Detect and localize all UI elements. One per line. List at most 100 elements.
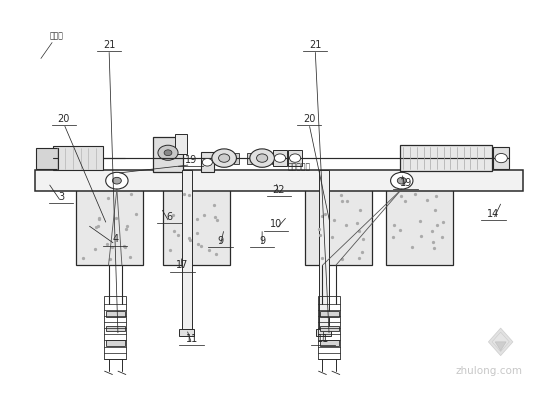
Point (199, 211, 208, 218)
Bar (76, 188, 143, 265)
Point (320, 211, 329, 218)
Point (211, 214, 220, 220)
Text: 20: 20 (303, 114, 315, 124)
Circle shape (202, 158, 212, 166)
Bar (36, 147, 58, 168)
Point (354, 254, 363, 261)
Point (212, 217, 221, 224)
Point (92, 223, 101, 230)
Bar (163, 188, 230, 265)
Point (186, 236, 195, 243)
Circle shape (391, 172, 413, 189)
Point (438, 218, 447, 225)
Bar (106, 340, 125, 346)
Point (432, 193, 441, 199)
Point (343, 198, 352, 205)
Point (429, 239, 438, 245)
Point (179, 191, 188, 198)
Point (329, 217, 338, 224)
Bar (320, 311, 339, 317)
Bar (320, 340, 339, 346)
Text: zhulong.com: zhulong.com (456, 366, 523, 376)
Point (94, 222, 102, 229)
Circle shape (250, 149, 274, 167)
Text: 19: 19 (184, 155, 197, 165)
Text: 6: 6 (166, 212, 172, 222)
Point (356, 206, 365, 213)
Point (389, 222, 398, 228)
Point (400, 198, 409, 205)
Circle shape (113, 177, 122, 184)
Point (396, 227, 405, 234)
Circle shape (256, 154, 268, 162)
Bar (318, 296, 340, 359)
Point (411, 191, 420, 197)
Bar (493, 147, 509, 169)
Text: 3: 3 (58, 192, 64, 202)
Point (342, 222, 351, 228)
Bar (288, 150, 302, 166)
Point (353, 220, 362, 227)
Bar (316, 329, 331, 336)
Point (127, 190, 136, 197)
Circle shape (164, 150, 172, 156)
Text: 工作水面程: 工作水面程 (287, 162, 310, 171)
Circle shape (274, 154, 286, 162)
Polygon shape (495, 342, 506, 351)
Point (396, 193, 405, 199)
Text: 21: 21 (309, 39, 321, 50)
Point (209, 202, 218, 209)
Text: 11: 11 (317, 333, 329, 344)
Point (416, 218, 425, 224)
Bar (320, 326, 339, 331)
Point (318, 255, 326, 262)
Text: 20: 20 (58, 114, 70, 124)
Point (427, 228, 436, 235)
Bar (319, 170, 329, 329)
Text: 11: 11 (185, 333, 198, 344)
Point (315, 232, 324, 239)
Bar (234, 152, 239, 163)
Point (358, 235, 367, 242)
Text: 22: 22 (273, 185, 285, 195)
Bar (400, 145, 492, 171)
Text: 10: 10 (270, 219, 282, 229)
Bar (247, 152, 252, 163)
Point (168, 212, 177, 218)
Point (328, 234, 337, 240)
Point (108, 244, 117, 251)
Point (90, 246, 99, 253)
Point (416, 232, 425, 239)
Point (173, 231, 182, 238)
Bar (153, 137, 183, 172)
Point (184, 192, 193, 198)
Bar (179, 329, 194, 336)
Text: 9: 9 (217, 236, 223, 246)
Circle shape (158, 145, 178, 160)
Text: 21: 21 (103, 39, 115, 50)
Point (112, 215, 121, 222)
Point (121, 226, 130, 232)
Point (185, 235, 194, 242)
Circle shape (106, 172, 128, 189)
Text: 17: 17 (176, 260, 188, 270)
Bar (181, 170, 192, 329)
Bar (305, 188, 372, 265)
Point (205, 247, 214, 253)
Point (123, 222, 132, 229)
Point (422, 197, 431, 203)
Polygon shape (488, 328, 513, 356)
Point (408, 244, 417, 250)
Circle shape (290, 154, 301, 162)
Point (104, 195, 113, 202)
Point (338, 198, 347, 205)
Point (132, 210, 141, 217)
Point (430, 245, 438, 252)
Point (197, 242, 206, 249)
Point (437, 234, 446, 240)
Point (355, 228, 364, 235)
Bar (104, 296, 127, 359)
Bar (386, 188, 453, 265)
Point (170, 227, 179, 234)
Circle shape (218, 154, 230, 162)
